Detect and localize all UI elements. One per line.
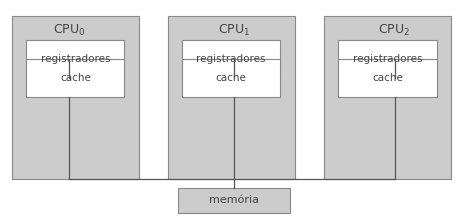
Text: CPU$_0$: CPU$_0$ — [53, 23, 86, 38]
FancyBboxPatch shape — [26, 40, 124, 78]
FancyBboxPatch shape — [26, 59, 124, 97]
FancyBboxPatch shape — [168, 16, 295, 179]
Text: registradores: registradores — [197, 54, 266, 64]
FancyBboxPatch shape — [182, 40, 280, 78]
FancyBboxPatch shape — [338, 59, 437, 97]
FancyBboxPatch shape — [338, 40, 437, 78]
Text: cache: cache — [216, 72, 247, 83]
Text: registradores: registradores — [41, 54, 110, 64]
FancyBboxPatch shape — [324, 16, 451, 179]
FancyBboxPatch shape — [178, 188, 290, 213]
Text: cache: cache — [60, 72, 91, 83]
FancyBboxPatch shape — [182, 59, 280, 97]
Text: CPU$_1$: CPU$_1$ — [218, 23, 250, 38]
Text: cache: cache — [372, 72, 403, 83]
Text: memória: memória — [209, 195, 259, 205]
Text: registradores: registradores — [353, 54, 422, 64]
FancyBboxPatch shape — [12, 16, 139, 179]
Text: CPU$_2$: CPU$_2$ — [379, 23, 410, 38]
